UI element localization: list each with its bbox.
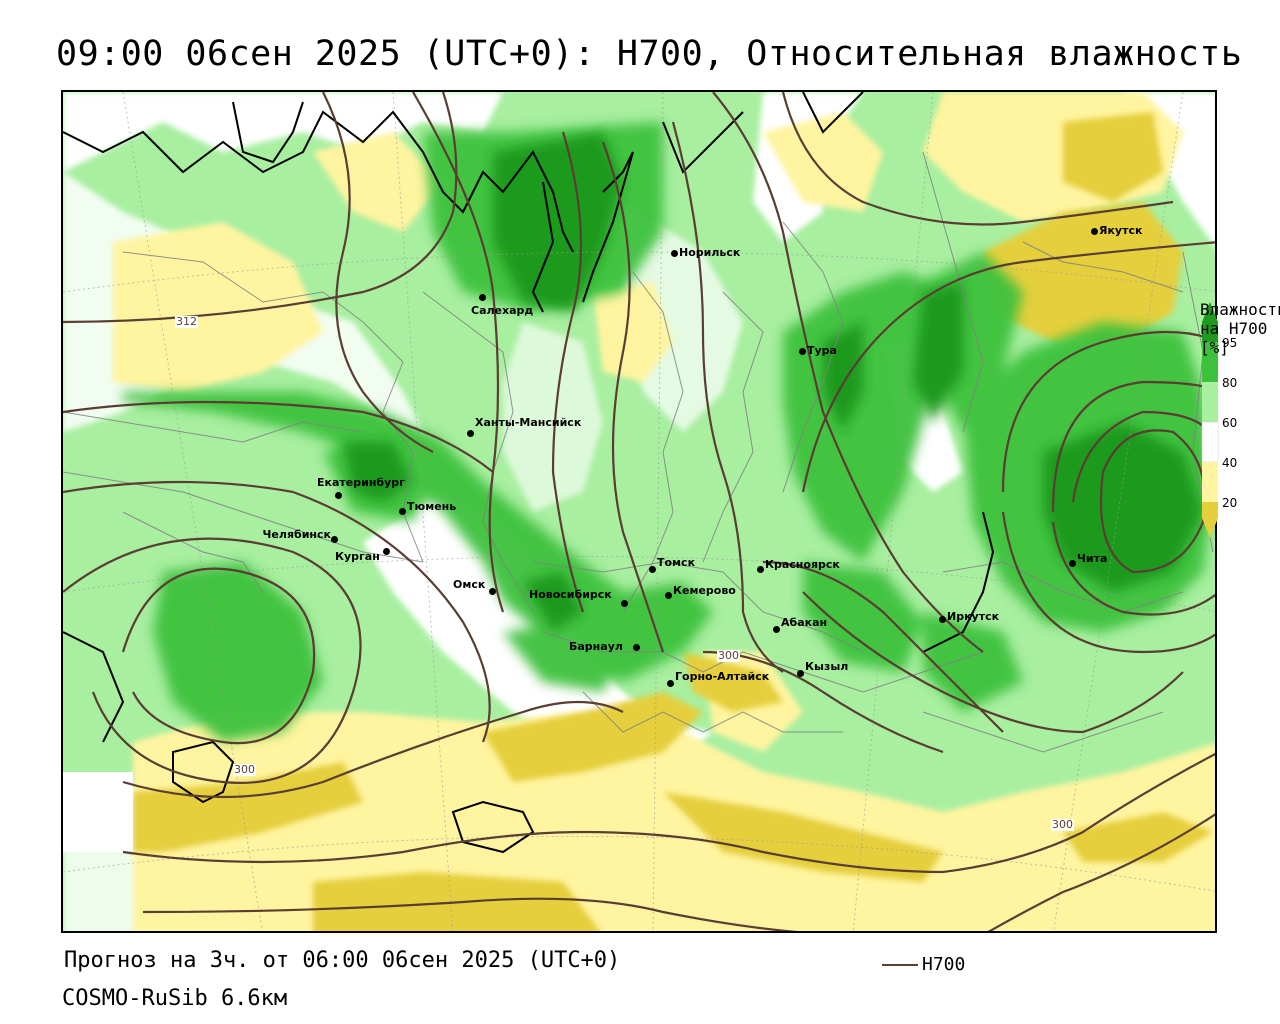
humidity-legend: 95 80 60 40 20 bbox=[1200, 300, 1280, 550]
legend-level-80: 80 bbox=[1222, 376, 1238, 390]
legend-level-20: 20 bbox=[1222, 496, 1238, 510]
legend-level-60: 60 bbox=[1222, 416, 1238, 430]
contour-label-300-b: 300 bbox=[233, 763, 256, 776]
legend-level-40: 40 bbox=[1222, 456, 1238, 470]
map-area: 312 300 300 300 Салехард Норильск Якутск… bbox=[61, 90, 1217, 933]
model-name: COSMO-RuSib 6.6км bbox=[62, 986, 288, 1011]
map-title: 09:00 06сен 2025 (UTC+0): H700, Относите… bbox=[56, 34, 1243, 74]
contour-label-300-a: 300 bbox=[717, 649, 740, 662]
forecast-info: Прогноз на 3ч. от 06:00 06сен 2025 (UTC+… bbox=[64, 948, 621, 973]
contour-label-300-c: 300 bbox=[1051, 818, 1074, 831]
contour-legend-label: H700 bbox=[922, 954, 966, 975]
legend-caption: Влажность на H700 [%] bbox=[1200, 300, 1280, 357]
contour-legend: H700 bbox=[882, 954, 965, 975]
legend-color-bar bbox=[1201, 302, 1219, 538]
legend-level-95: 95 bbox=[1222, 336, 1238, 350]
contour-swatch bbox=[882, 964, 918, 966]
contour-label-312: 312 bbox=[175, 315, 198, 328]
humidity-field bbox=[63, 92, 1215, 931]
